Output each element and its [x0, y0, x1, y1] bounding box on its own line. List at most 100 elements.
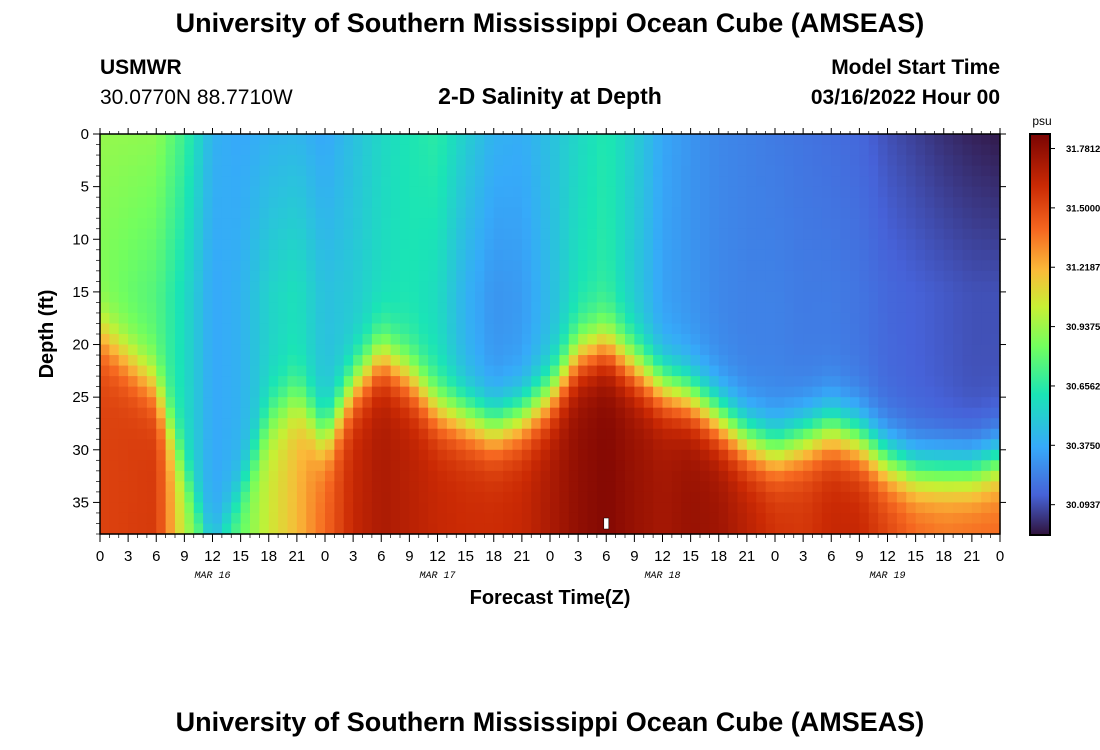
heatmap-cell: [915, 376, 926, 388]
heatmap-cell: [400, 228, 410, 240]
heatmap-cell: [953, 449, 964, 461]
heatmap-cell: [878, 397, 889, 409]
heatmap-cell: [203, 323, 214, 335]
heatmap-cell: [943, 460, 954, 472]
heatmap-cell: [568, 365, 579, 377]
x-tick-label: 0: [996, 548, 1004, 565]
heatmap-cell: [259, 312, 270, 325]
heatmap-cell: [550, 134, 560, 146]
heatmap-cell: [334, 186, 345, 198]
heatmap-cell: [475, 218, 485, 230]
heatmap-cell: [287, 481, 298, 493]
heatmap-cell: [850, 470, 860, 482]
heatmap-cell: [334, 376, 345, 388]
heatmap-cell: [662, 470, 673, 482]
heatmap-cell: [812, 323, 823, 335]
heatmap-cell: [812, 376, 823, 388]
heatmap-cell: [887, 470, 898, 482]
heatmap-cell: [315, 407, 326, 419]
heatmap-cell: [821, 376, 832, 388]
heatmap-cell: [878, 481, 889, 493]
heatmap-cell: [981, 439, 992, 451]
heatmap-cell: [465, 502, 476, 514]
heatmap-cell: [175, 470, 185, 482]
heatmap-cell: [906, 155, 917, 167]
heatmap-cell: [400, 376, 410, 388]
heatmap-cell: [671, 344, 682, 356]
heatmap-cell: [325, 197, 335, 209]
heatmap-cell: [859, 134, 870, 146]
heatmap-cell: [596, 239, 607, 251]
heatmap-cell: [971, 460, 982, 472]
heatmap-cell: [793, 239, 804, 251]
heatmap-cell: [146, 260, 157, 272]
heatmap-cell: [381, 439, 392, 451]
heatmap-cell: [615, 155, 626, 167]
heatmap-cell: [690, 281, 701, 293]
heatmap-cell: [362, 491, 373, 504]
heatmap-cell: [146, 470, 157, 482]
heatmap-cell: [250, 302, 260, 314]
heatmap-cell: [353, 302, 364, 314]
heatmap-cell: [568, 460, 579, 472]
heatmap-cell: [193, 197, 204, 209]
heatmap-cell: [756, 502, 767, 514]
heatmap-cell: [418, 502, 429, 514]
heatmap-cell: [953, 249, 964, 261]
heatmap-cell: [662, 523, 673, 535]
heatmap-cell: [662, 291, 673, 304]
heatmap-cell: [512, 186, 523, 198]
heatmap-cell: [915, 291, 926, 304]
heatmap-cell: [315, 302, 326, 314]
heatmap-cell: [109, 512, 120, 525]
heatmap-cell: [240, 365, 251, 377]
heatmap-cell: [568, 281, 579, 293]
heatmap-cell: [146, 134, 157, 146]
heatmap-cell: [193, 334, 204, 346]
heatmap-cell: [943, 502, 954, 514]
heatmap-cell: [362, 470, 373, 482]
heatmap-cell: [540, 165, 551, 177]
heatmap-cell: [784, 249, 795, 261]
heatmap-cell: [887, 449, 898, 461]
x-tick-label: 9: [180, 548, 188, 565]
heatmap-cell: [512, 281, 523, 293]
heatmap-cell: [456, 344, 467, 356]
heatmap-cell: [128, 491, 139, 504]
heatmap-cell: [653, 386, 664, 398]
heatmap-cell: [240, 397, 251, 409]
heatmap-cell: [278, 270, 289, 282]
x-tick-label: 18: [935, 548, 952, 565]
heatmap-cell: [821, 397, 832, 409]
heatmap-cell: [896, 344, 907, 356]
heatmap-cell: [990, 334, 1001, 346]
heatmap-cell: [925, 460, 935, 472]
heatmap-cell: [118, 386, 129, 398]
heatmap-cell: [578, 491, 589, 504]
y-tick-label: 10: [72, 231, 89, 248]
heatmap-cell: [306, 355, 317, 367]
heatmap-cell: [362, 523, 373, 535]
heatmap-cell: [578, 260, 589, 272]
heatmap-cell: [887, 502, 898, 514]
heatmap-cell: [493, 270, 504, 282]
heatmap-cell: [943, 228, 954, 240]
heatmap-cell: [850, 344, 860, 356]
heatmap-cell: [259, 323, 270, 335]
heatmap-cell: [831, 197, 842, 209]
heatmap-cell: [512, 439, 523, 451]
heatmap-cell: [259, 386, 270, 398]
heatmap-cell: [793, 460, 804, 472]
heatmap-cell: [971, 176, 982, 188]
heatmap-cell: [896, 281, 907, 293]
heatmap-cell: [793, 228, 804, 240]
heatmap-cell: [793, 449, 804, 461]
heatmap-cell: [775, 249, 785, 261]
heatmap-cell: [287, 439, 298, 451]
heatmap-cell: [484, 523, 495, 535]
heatmap-cell: [868, 260, 879, 272]
heatmap-cell: [484, 165, 495, 177]
heatmap-cell: [531, 155, 542, 167]
heatmap-cell: [146, 491, 157, 504]
heatmap-cell: [915, 334, 926, 346]
